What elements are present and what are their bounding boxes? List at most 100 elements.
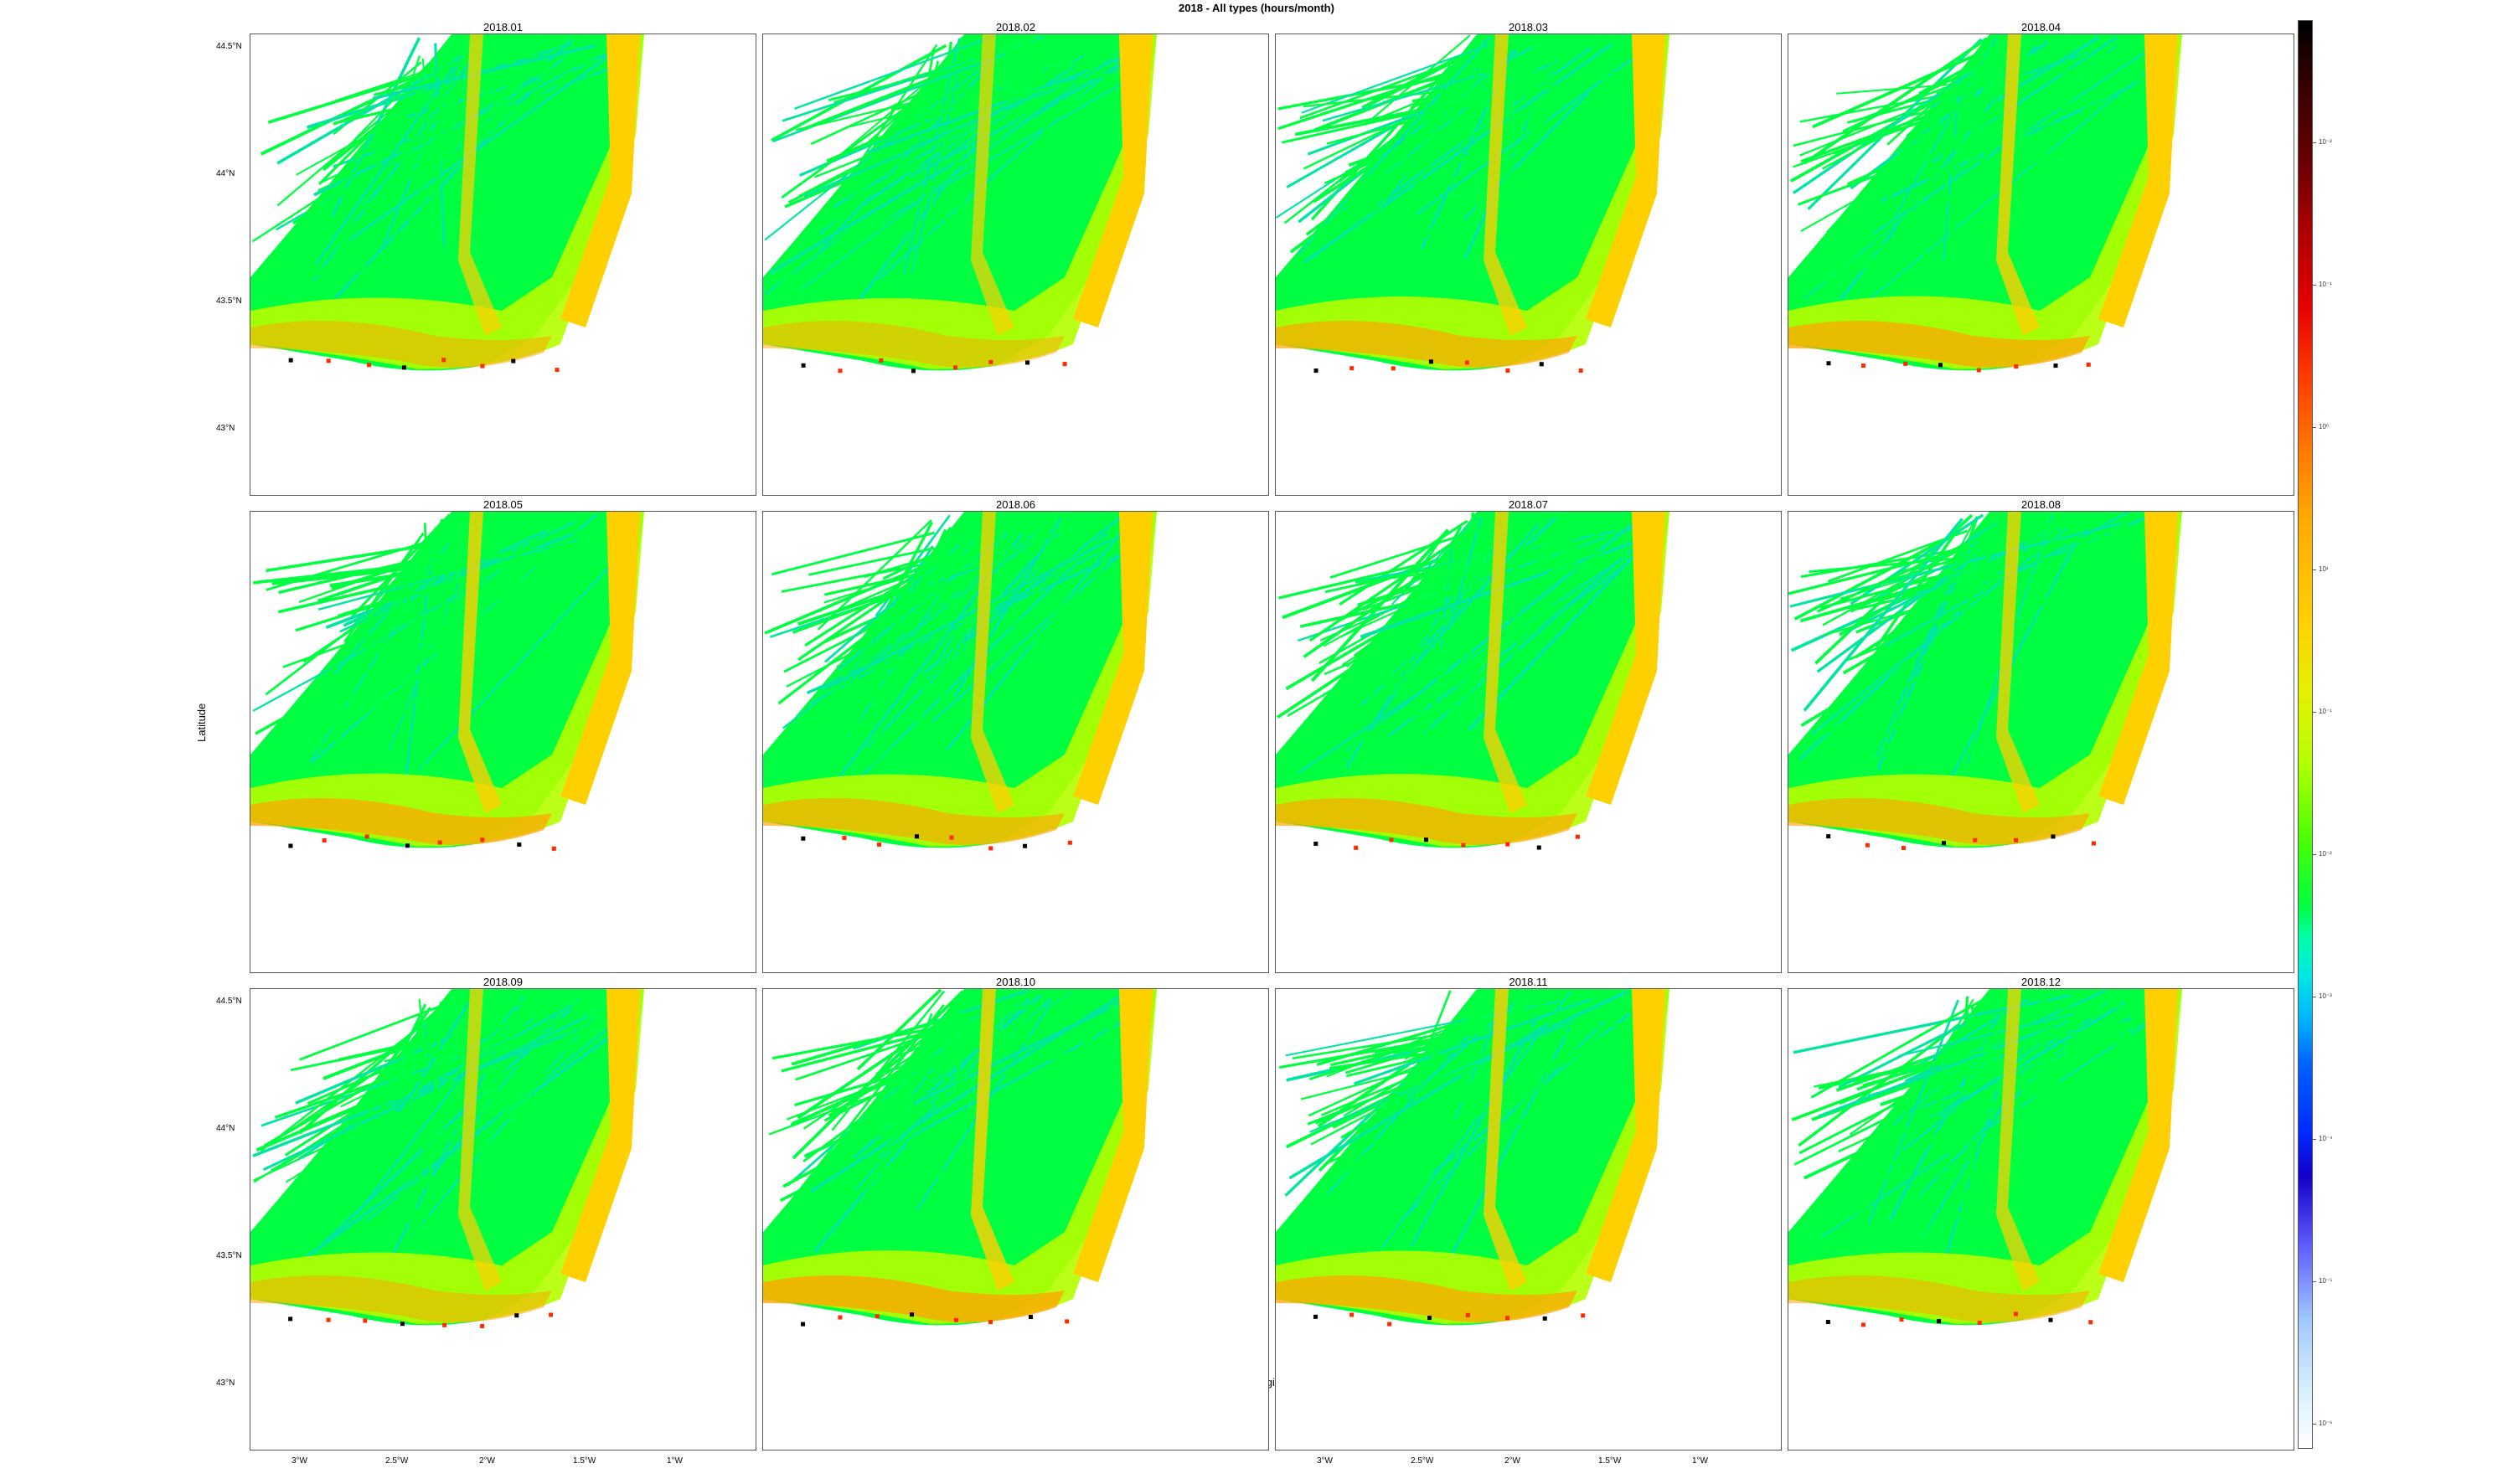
lon-tick-label: 2.5°W <box>385 1456 409 1466</box>
shipping-lane <box>1996 512 2040 813</box>
density-map <box>1788 512 2182 851</box>
colorbar-label: 10⁻² <box>2319 138 2332 146</box>
ship-track <box>1410 1015 1540 1247</box>
lon-tick-label: 1°W <box>667 1456 683 1466</box>
ship-track <box>292 67 539 224</box>
port-point <box>1976 368 1981 373</box>
ship-track <box>1873 519 2126 657</box>
port-point <box>911 368 916 374</box>
ship-track <box>1313 56 1500 132</box>
density-map <box>250 989 644 1328</box>
colorbar-label: 10⁻² <box>2319 850 2332 858</box>
port-point <box>2014 364 2019 369</box>
colorbar-label: 10⁻¹ <box>2319 708 2332 715</box>
ship-track <box>276 54 463 165</box>
ship-track <box>1948 542 2077 781</box>
port-point <box>1067 840 1072 845</box>
port-point <box>555 368 560 373</box>
density-map <box>1276 512 1669 850</box>
ship-track <box>392 1017 602 1237</box>
port-point <box>1581 1313 1586 1318</box>
port-point <box>480 837 485 842</box>
ship-track <box>1921 1013 2004 1243</box>
ship-track <box>1373 526 1640 765</box>
ship-track <box>1468 531 1657 732</box>
ship-track <box>1849 45 2013 310</box>
ship-track <box>252 522 611 765</box>
ship-track <box>1401 39 1495 163</box>
port-point <box>405 843 410 848</box>
ship-track <box>1803 518 1964 712</box>
port-point <box>437 840 442 845</box>
ship-track <box>1374 1024 1490 1054</box>
ship-track <box>1817 518 2022 613</box>
ship-track <box>1414 523 1540 667</box>
ship-track <box>385 536 519 620</box>
ship-track <box>914 998 1120 1055</box>
ship-track <box>333 50 570 300</box>
ship-track <box>365 1018 622 1222</box>
ship-track <box>387 527 477 729</box>
ship-track <box>1428 513 1504 705</box>
ship-track <box>790 517 1137 776</box>
shipping-lane <box>971 34 1014 336</box>
colorbar-tick <box>2313 1281 2316 1282</box>
density-map <box>763 989 1157 1327</box>
ship-track <box>1793 46 2136 168</box>
ship-track <box>913 991 1143 1105</box>
map-panel <box>762 33 1269 496</box>
port-point <box>1539 362 1544 367</box>
ship-track <box>1979 518 2087 592</box>
ship-track <box>289 1009 467 1132</box>
ship-track <box>1816 542 1994 673</box>
ship-track <box>1421 74 1640 147</box>
colorbar-tick <box>2313 569 2316 570</box>
port-approach <box>1276 1275 1577 1322</box>
port-approach <box>763 321 1065 368</box>
colorbar-tick <box>2313 427 2316 428</box>
port-point <box>1062 362 1067 367</box>
ship-track <box>1339 35 1525 204</box>
shipping-lane <box>1073 34 1153 327</box>
ship-track <box>1362 1028 1505 1265</box>
port-point <box>877 842 882 847</box>
map-panel <box>1275 33 1782 496</box>
ship-track <box>1299 547 1656 628</box>
ship-track <box>394 549 432 632</box>
ship-track <box>327 535 539 743</box>
map-panel <box>1788 511 2294 973</box>
lat-tick-label: 44.5°N <box>216 997 242 1006</box>
ship-track <box>1310 1016 1555 1146</box>
port-point <box>953 1317 958 1322</box>
ship-track <box>302 43 583 221</box>
ship-track <box>781 996 1064 1073</box>
map-panel <box>1788 33 2294 496</box>
coastal-lane <box>763 512 1157 847</box>
ship-track <box>395 527 590 636</box>
ship-track <box>902 38 961 276</box>
ship-track <box>795 51 1123 131</box>
ship-track <box>1388 990 1452 1146</box>
ship-track <box>1938 64 1995 284</box>
shipping-lane <box>1996 34 2040 336</box>
port-point <box>549 1312 554 1317</box>
density-map <box>763 34 1157 374</box>
ship-track <box>1308 538 1459 642</box>
ship-track <box>282 552 599 668</box>
port-point <box>1391 366 1396 371</box>
ship-track <box>1345 537 1489 668</box>
port-approach <box>1788 321 2090 368</box>
port-point <box>322 837 327 842</box>
panel-title: 2018.07 <box>1509 498 1548 511</box>
lon-tick-label: 3°W <box>1317 1456 1333 1466</box>
ship-track <box>271 538 615 585</box>
lat-tick-label: 43.5°N <box>216 1251 242 1260</box>
ship-track <box>1947 1018 2145 1228</box>
ship-track <box>1902 512 2139 737</box>
port-point <box>1423 837 1428 842</box>
ship-track <box>292 526 608 754</box>
map-panel <box>250 33 756 496</box>
shipping-lane <box>1484 34 1527 336</box>
shipping-lane <box>2098 34 2178 327</box>
ship-track <box>1875 524 1962 649</box>
